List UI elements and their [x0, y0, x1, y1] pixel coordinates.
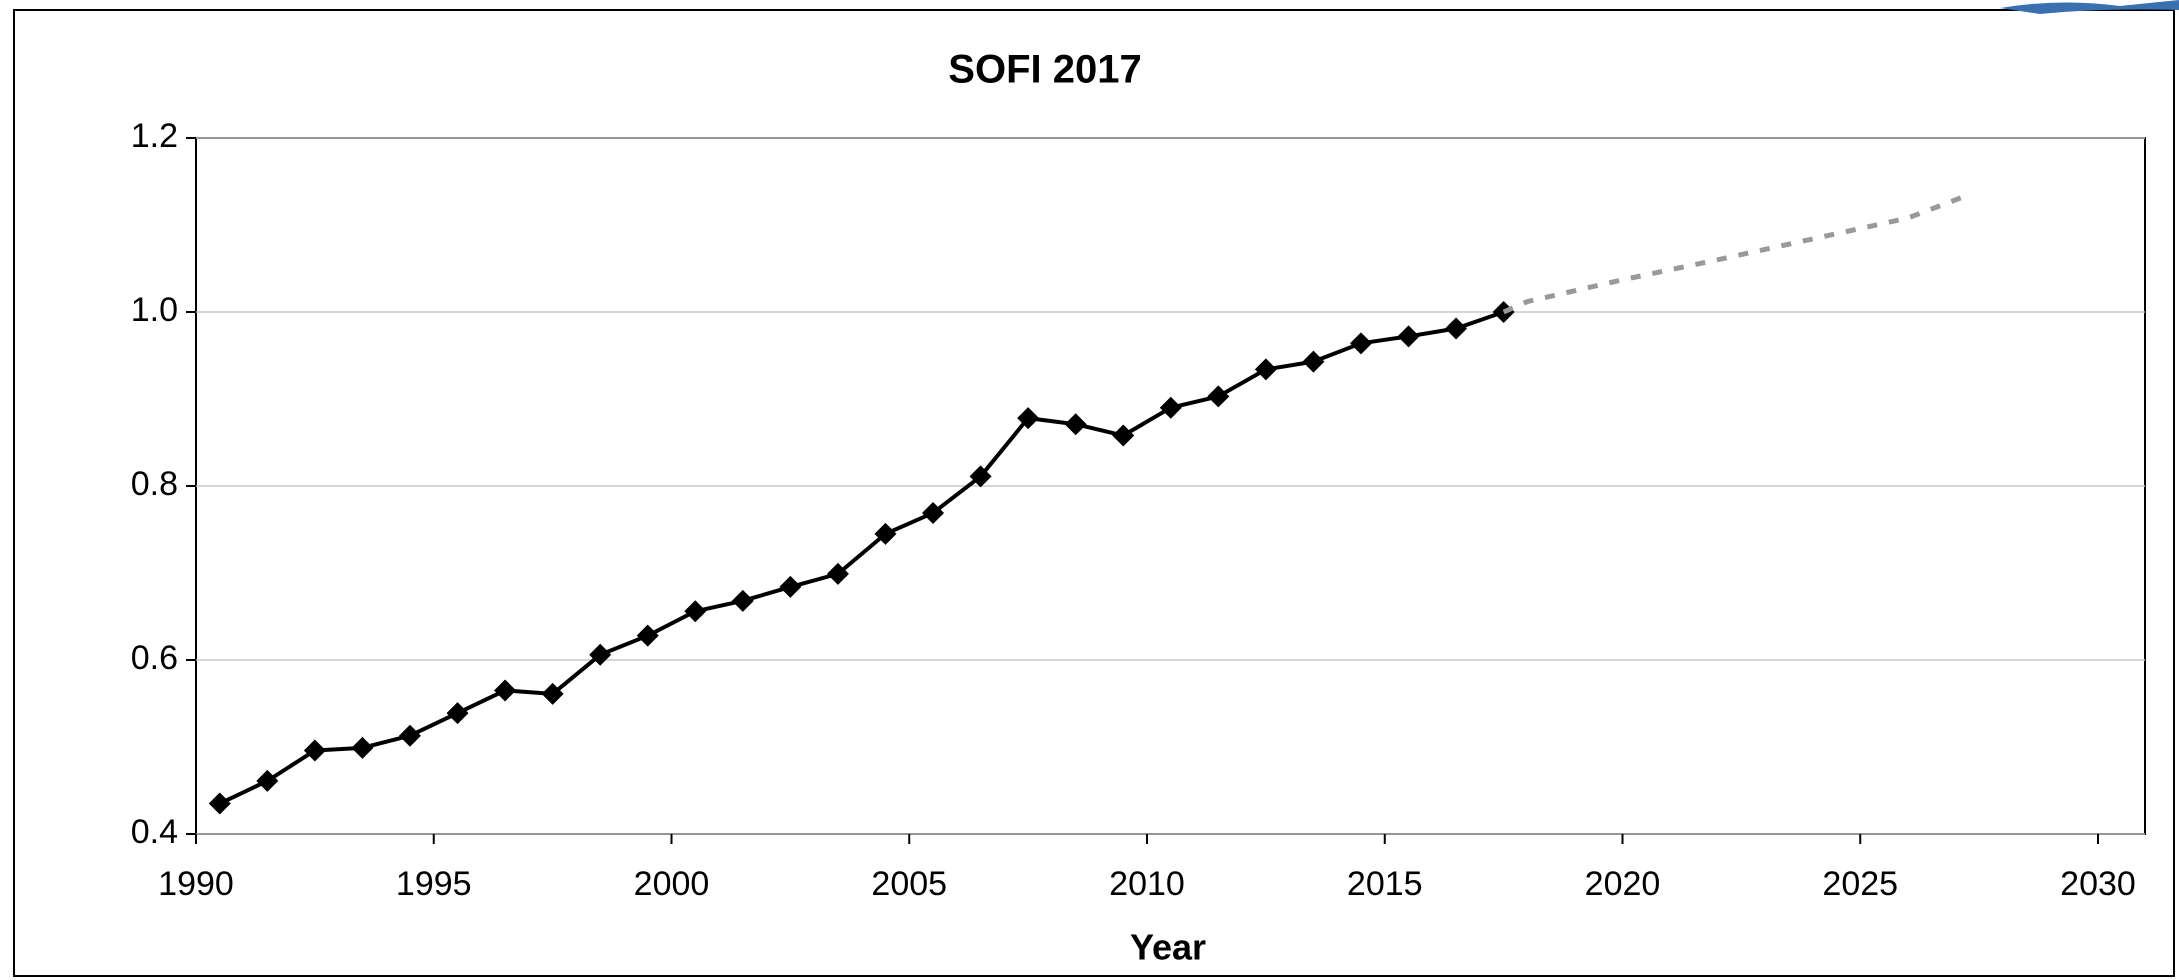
point-marker [826, 562, 849, 585]
point-marker [208, 792, 231, 815]
point-marker [1064, 413, 1087, 436]
x-tick-label: 2000 [634, 865, 710, 903]
point-marker [1349, 332, 1372, 355]
point-marker [1445, 317, 1468, 340]
y-tick-label: 0.8 [131, 465, 178, 503]
y-tick-label: 1.2 [131, 117, 178, 155]
point-marker [494, 679, 517, 702]
point-marker [1017, 407, 1040, 430]
point-marker [541, 682, 564, 705]
logo [2000, 0, 2179, 14]
x-tick-label: 2005 [871, 865, 947, 903]
point-marker [1112, 424, 1135, 447]
chart-title: SOFI 2017 [948, 48, 1141, 92]
point-marker [351, 736, 374, 759]
point-marker [1254, 358, 1277, 381]
point-marker [398, 724, 421, 747]
point-marker [969, 465, 992, 488]
point-marker [1397, 325, 1420, 348]
point-marker [636, 624, 659, 647]
x-axis-label: Year [1130, 927, 1206, 968]
x-tick-label: 2010 [1109, 865, 1185, 903]
chart-frame [13, 9, 2175, 977]
point-marker [256, 769, 279, 792]
point-marker [922, 501, 945, 524]
x-tick-label: 2030 [2060, 865, 2136, 903]
point-marker [731, 589, 754, 612]
x-tick-label: 2015 [1347, 865, 1423, 903]
point-marker [684, 600, 707, 623]
point-marker [1302, 350, 1325, 373]
y-tick-label: 0.4 [131, 813, 178, 851]
point-marker [874, 522, 897, 545]
point-marker [779, 575, 802, 598]
x-tick-label: 1995 [396, 865, 472, 903]
y-tick-label: 0.6 [131, 639, 178, 677]
y-tick-label: 1.0 [131, 291, 178, 329]
point-marker [303, 739, 326, 762]
x-tick-label: 1990 [158, 865, 234, 903]
point-marker [1207, 385, 1230, 408]
point-marker [446, 702, 469, 725]
series-line [218, 310, 1505, 806]
point-marker [589, 643, 612, 666]
point-marker [1159, 396, 1182, 419]
x-tick-label: 2025 [1822, 865, 1898, 903]
series-line [1502, 193, 1966, 315]
x-tick-label: 2020 [1585, 865, 1661, 903]
